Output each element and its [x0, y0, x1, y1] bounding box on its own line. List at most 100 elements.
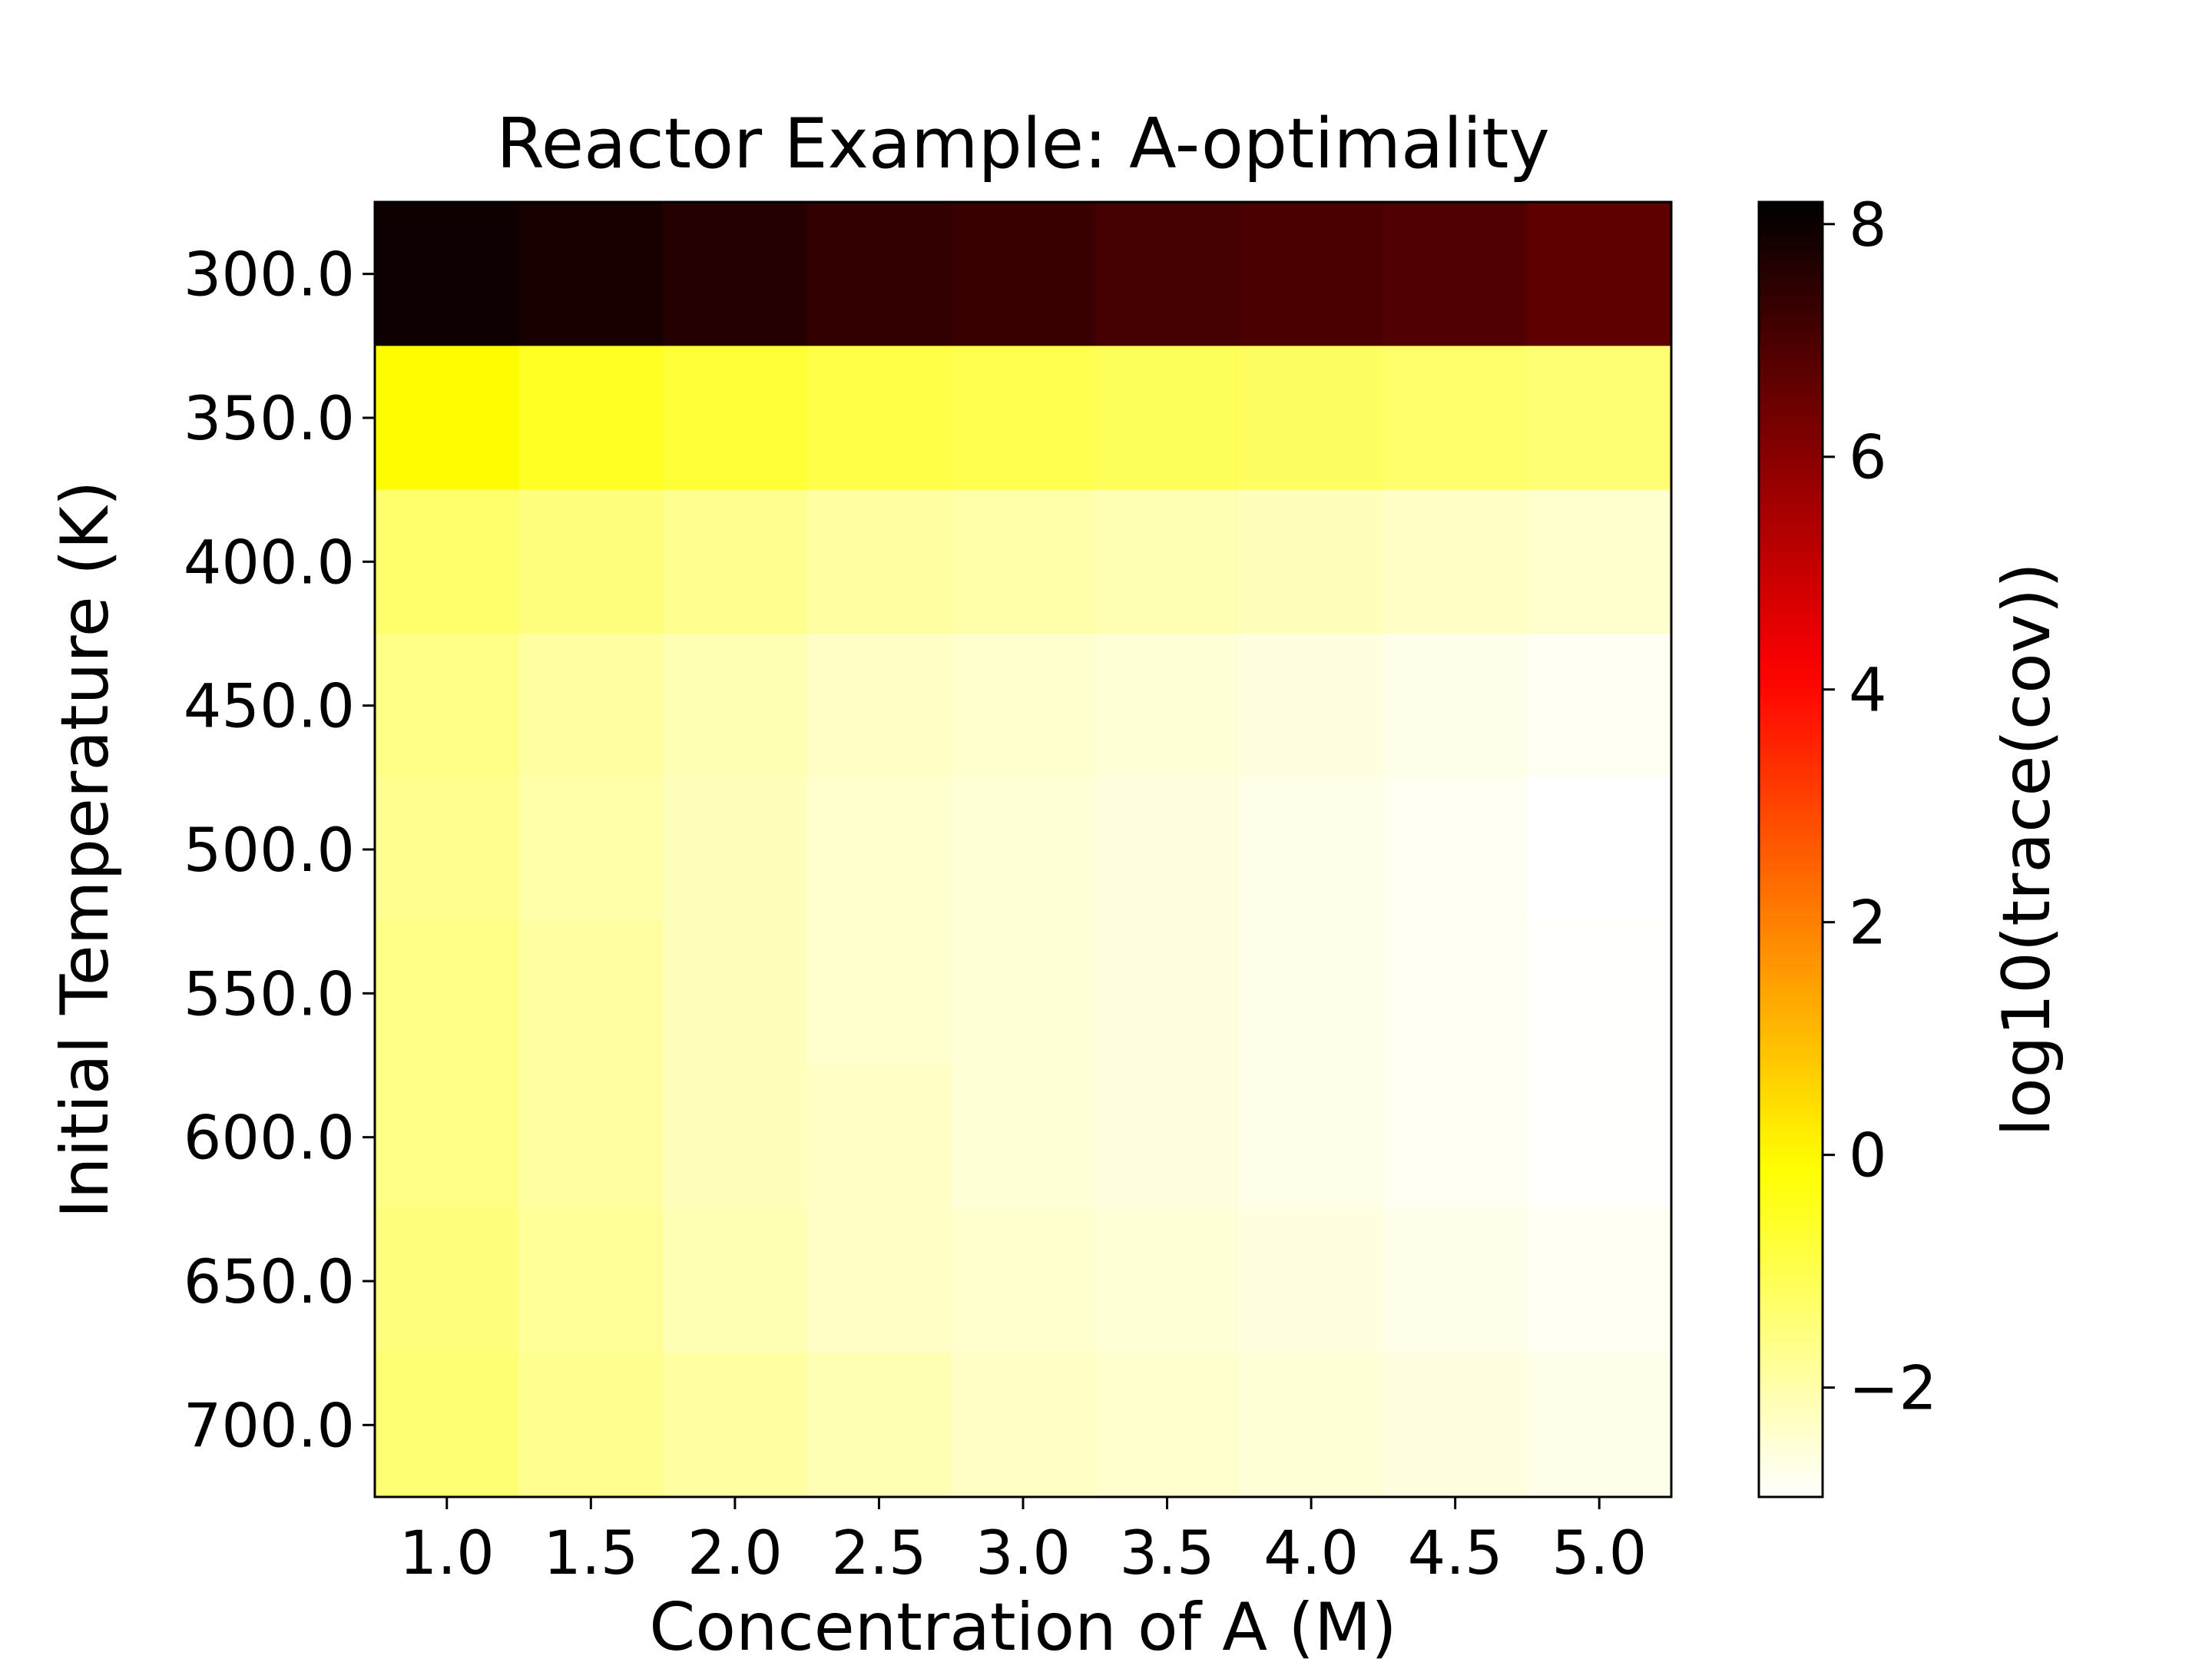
heatmap-cell [1382, 1353, 1528, 1498]
heatmap-cell [518, 634, 664, 778]
heatmap-cell [375, 346, 520, 491]
heatmap-cell [1382, 921, 1528, 1066]
y-tick-label: 600.0 [184, 1104, 355, 1174]
heatmap-cell [518, 921, 664, 1066]
y-tick-label: 500.0 [184, 816, 355, 886]
heatmap-cell [951, 1065, 1096, 1210]
heatmap-cell [1382, 346, 1528, 491]
heatmap-cell [1527, 921, 1672, 1066]
heatmap-cell [1527, 1209, 1672, 1354]
heatmap-cell [951, 346, 1096, 491]
heatmap-cell [1094, 1353, 1240, 1498]
heatmap-cell [518, 1353, 664, 1498]
heatmap-cell [518, 346, 664, 491]
heatmap-cell [1239, 1065, 1384, 1210]
heatmap-cell [806, 1209, 952, 1354]
colorbar-tick-label: −2 [1849, 1355, 1937, 1424]
heatmap-cell [951, 634, 1096, 778]
heatmap-cell [951, 1353, 1096, 1498]
heatmap-cell [1527, 202, 1672, 346]
heatmap-cell [1527, 1065, 1672, 1210]
heatmap-cell [1239, 634, 1384, 778]
heatmap-cell [806, 489, 952, 634]
x-tick-label: 1.0 [399, 1519, 495, 1588]
y-tick-label: 450.0 [184, 673, 355, 742]
heatmap-cell [806, 1353, 952, 1498]
heatmap-cell [1382, 489, 1528, 634]
heatmap-cell [518, 202, 664, 346]
x-tick-label: 2.5 [831, 1519, 926, 1588]
heatmap-cell [1239, 346, 1384, 491]
y-tick-label: 300.0 [184, 241, 355, 310]
heatmap-cell [1382, 1065, 1528, 1210]
heatmap-cell [375, 202, 520, 346]
heatmap-cell [375, 1065, 520, 1210]
heatmap-cell [951, 921, 1096, 1066]
heatmap-cell [1094, 1065, 1240, 1210]
heatmap-cell [1239, 921, 1384, 1066]
y-tick-label: 550.0 [184, 960, 355, 1029]
heatmap-cell [518, 489, 664, 634]
heatmap-cell [806, 202, 952, 346]
x-tick-label: 3.0 [975, 1519, 1071, 1588]
heatmap-cell [806, 634, 952, 778]
heatmap-cell [1239, 489, 1384, 634]
heatmap-cell [663, 1353, 808, 1498]
heatmap-cell [663, 777, 808, 922]
y-tick-label: 400.0 [184, 528, 355, 598]
heatmap-cell [1527, 346, 1672, 491]
heatmap-cell [1239, 1353, 1384, 1498]
y-tick-label: 700.0 [184, 1392, 355, 1461]
heatmap-cell [1094, 346, 1240, 491]
colorbar-tick-label: 8 [1849, 191, 1887, 260]
colorbar-tick-label: 6 [1849, 424, 1887, 493]
heatmap-cell [375, 1353, 520, 1498]
heatmap-cell [1094, 489, 1240, 634]
heatmap-cell [663, 346, 808, 491]
x-tick-label: 1.5 [543, 1519, 638, 1588]
heatmap-cell [951, 777, 1096, 922]
colorbar [1757, 200, 1824, 1498]
y-tick-label: 350.0 [184, 385, 355, 454]
chart-title: Reactor Example: A-optimality [496, 104, 1549, 184]
heatmap-cell [1094, 202, 1240, 346]
x-tick-label: 2.0 [687, 1519, 783, 1588]
heatmap-cell [1527, 489, 1672, 634]
heatmap-cell [1094, 777, 1240, 922]
y-tick-label: 650.0 [184, 1248, 355, 1317]
heatmap-cell [1382, 634, 1528, 778]
heatmap-cell [663, 202, 808, 346]
heatmap-cell [1527, 634, 1672, 778]
heatmap-cell [806, 1065, 952, 1210]
colorbar-tick-label: 2 [1849, 889, 1887, 959]
heatmap-cell [663, 1065, 808, 1210]
heatmap-cell [375, 777, 520, 922]
heatmap-cell [1094, 1209, 1240, 1354]
heatmap-cell [1239, 202, 1384, 346]
heatmap-cell [663, 1209, 808, 1354]
heatmap-cell [1239, 1209, 1384, 1354]
heatmap-cell [663, 921, 808, 1066]
colorbar-tick-label: 0 [1849, 1122, 1887, 1191]
x-tick-label: 3.5 [1120, 1519, 1215, 1588]
heatmap-cell [375, 921, 520, 1066]
x-tick-label: 4.5 [1408, 1519, 1503, 1588]
heatmap-cell [806, 346, 952, 491]
heatmap-cell [663, 489, 808, 634]
heatmap-cell [951, 1209, 1096, 1354]
heatmap-cell [375, 489, 520, 634]
x-tick-label: 4.0 [1263, 1519, 1359, 1588]
heatmap-cell [518, 1209, 664, 1354]
y-axis-label: Initial Temperature (K) [47, 481, 124, 1219]
heatmap-cell [951, 489, 1096, 634]
heatmap-cell [1382, 777, 1528, 922]
heatmap-cell [1527, 1353, 1672, 1498]
heatmap-cell [375, 1209, 520, 1354]
heatmap-cell [518, 1065, 664, 1210]
colorbar-label: log10(trace(cov)) [1988, 562, 2065, 1137]
heatmap-cell [1382, 202, 1528, 346]
x-tick-label: 5.0 [1551, 1519, 1647, 1588]
heatmap-cell [1527, 777, 1672, 922]
heatmap-cell [518, 777, 664, 922]
